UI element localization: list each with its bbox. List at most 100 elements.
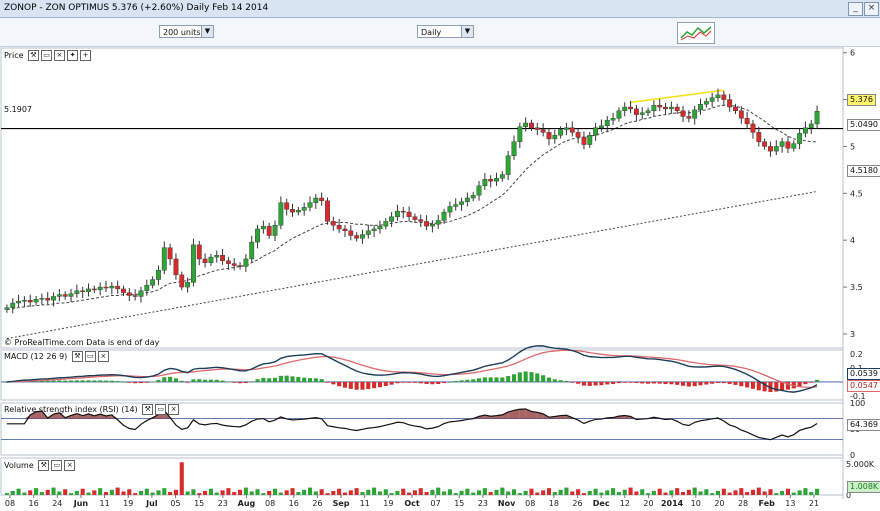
- volume-bar: [267, 490, 272, 495]
- candle-body: [773, 146, 779, 152]
- candle-body: [225, 260, 231, 264]
- volume-bar: [593, 488, 598, 495]
- units-select[interactable]: 200 units ▼: [159, 25, 214, 38]
- volume-bar: [447, 489, 452, 495]
- volume-bar: [710, 493, 715, 495]
- window-icon[interactable]: ▭: [84, 351, 96, 362]
- candle-body: [150, 279, 156, 286]
- volume-bar: [698, 491, 703, 495]
- minimize-button[interactable]: _: [848, 2, 863, 16]
- macd-histogram-bar: [476, 378, 482, 382]
- volume-bar: [366, 489, 371, 495]
- wrench-icon[interactable]: ⚒: [38, 460, 50, 471]
- settings-icon[interactable]: ✦: [67, 50, 79, 61]
- x-tick-label: 12: [620, 499, 630, 508]
- volume-bar: [523, 490, 528, 495]
- macd-histogram-bar: [494, 377, 499, 382]
- candle-body: [115, 285, 121, 290]
- macd-histogram-bar: [162, 377, 167, 382]
- candle-body: [103, 286, 109, 289]
- window-icon[interactable]: ▭: [51, 460, 63, 471]
- x-tick-label: 26: [312, 499, 322, 508]
- macd-histogram-bar: [243, 381, 248, 384]
- volume-bar: [680, 492, 686, 495]
- macd-histogram-bar: [92, 380, 97, 382]
- candle-body: [290, 209, 295, 213]
- price-panel-header: Price ⚒ ▭ × ✦ +: [4, 50, 92, 61]
- volume-bar: [815, 488, 820, 495]
- candle-body: [255, 228, 260, 243]
- volume-bar: [150, 492, 155, 495]
- x-tick-label: Feb: [759, 499, 776, 508]
- macd-signal-line: [6, 349, 818, 389]
- candle-body: [179, 274, 185, 288]
- volume-bar: [109, 489, 114, 495]
- period-select-value: Daily: [421, 28, 442, 37]
- macd-histogram-bar: [144, 381, 149, 383]
- volume-bar: [616, 492, 621, 495]
- macd-histogram-bar: [628, 381, 633, 383]
- window-icon[interactable]: ▭: [41, 50, 53, 61]
- candle-body: [715, 94, 721, 98]
- x-tick-label: Dec: [593, 499, 610, 508]
- x-tick-label: 15: [194, 499, 204, 508]
- candle-body: [173, 258, 179, 276]
- candle-body: [278, 202, 284, 226]
- candle-body: [709, 97, 715, 102]
- title-bar: ZONOP - ZON OPTIMUS 5.376 (+2.60%) Daily…: [0, 0, 880, 18]
- volume-bar: [622, 489, 627, 495]
- volume-bar: [45, 489, 50, 495]
- volume-bar: [599, 492, 604, 495]
- close-panel-icon[interactable]: ×: [168, 404, 180, 415]
- window-icon[interactable]: ▭: [155, 404, 167, 415]
- volume-bar: [383, 489, 388, 495]
- close-panel-icon[interactable]: ×: [97, 351, 109, 362]
- macd-histogram-bar: [255, 379, 260, 382]
- wrench-icon[interactable]: ⚒: [142, 404, 154, 415]
- volume-bar: [488, 492, 493, 495]
- x-tick-label: Aug: [238, 499, 256, 508]
- rsi-overbought-fill: [36, 410, 42, 419]
- candle-body: [581, 136, 587, 145]
- candle-body: [645, 110, 651, 113]
- close-panel-icon[interactable]: ×: [64, 460, 76, 471]
- x-tick-label: 15: [454, 499, 464, 508]
- candle-body: [167, 247, 173, 260]
- x-tick-label: 19: [383, 499, 393, 508]
- macd-histogram-bar: [704, 381, 709, 385]
- close-panel-icon[interactable]: ×: [54, 50, 66, 61]
- candle-body: [62, 294, 68, 297]
- wrench-icon[interactable]: ⚒: [71, 351, 83, 362]
- candle-body: [424, 221, 429, 227]
- volume-bar: [296, 492, 301, 495]
- close-button[interactable]: ×: [864, 2, 879, 16]
- candle-body: [389, 216, 395, 222]
- candle-body: [27, 299, 33, 303]
- volume-bar: [797, 490, 802, 495]
- volume-bar: [162, 488, 167, 495]
- volume-bar: [494, 489, 499, 495]
- macd-histogram-bar: [803, 381, 808, 385]
- candle-body: [80, 290, 86, 293]
- volume-bar: [103, 492, 109, 495]
- volume-bar: [611, 488, 616, 495]
- add-indicator-icon[interactable]: +: [80, 50, 92, 61]
- macd-histogram-bar: [267, 378, 272, 382]
- rsi-overbought-fill: [30, 411, 37, 419]
- volume-bar: [389, 493, 394, 495]
- chart-type-button[interactable]: [677, 22, 715, 44]
- volume-bar: [570, 491, 575, 495]
- x-tick-label: 16: [289, 499, 299, 508]
- period-select[interactable]: Daily ▼: [417, 25, 474, 38]
- volume-bar: [34, 488, 39, 495]
- macd-histogram-bar: [389, 381, 394, 385]
- wrench-icon[interactable]: ⚒: [28, 50, 40, 61]
- rsi-overbought-fill: [531, 411, 538, 419]
- volume-bar: [238, 489, 243, 495]
- rsi-overbought-fill: [508, 410, 514, 419]
- macd-histogram-bar: [115, 381, 120, 382]
- macd-histogram-bar: [424, 381, 429, 384]
- x-tick-label: 2014: [661, 499, 684, 508]
- chart-area[interactable]: 65.554.543.530.20.10-0.11005005.000K0081…: [0, 47, 880, 511]
- macd-histogram-bar: [39, 380, 44, 382]
